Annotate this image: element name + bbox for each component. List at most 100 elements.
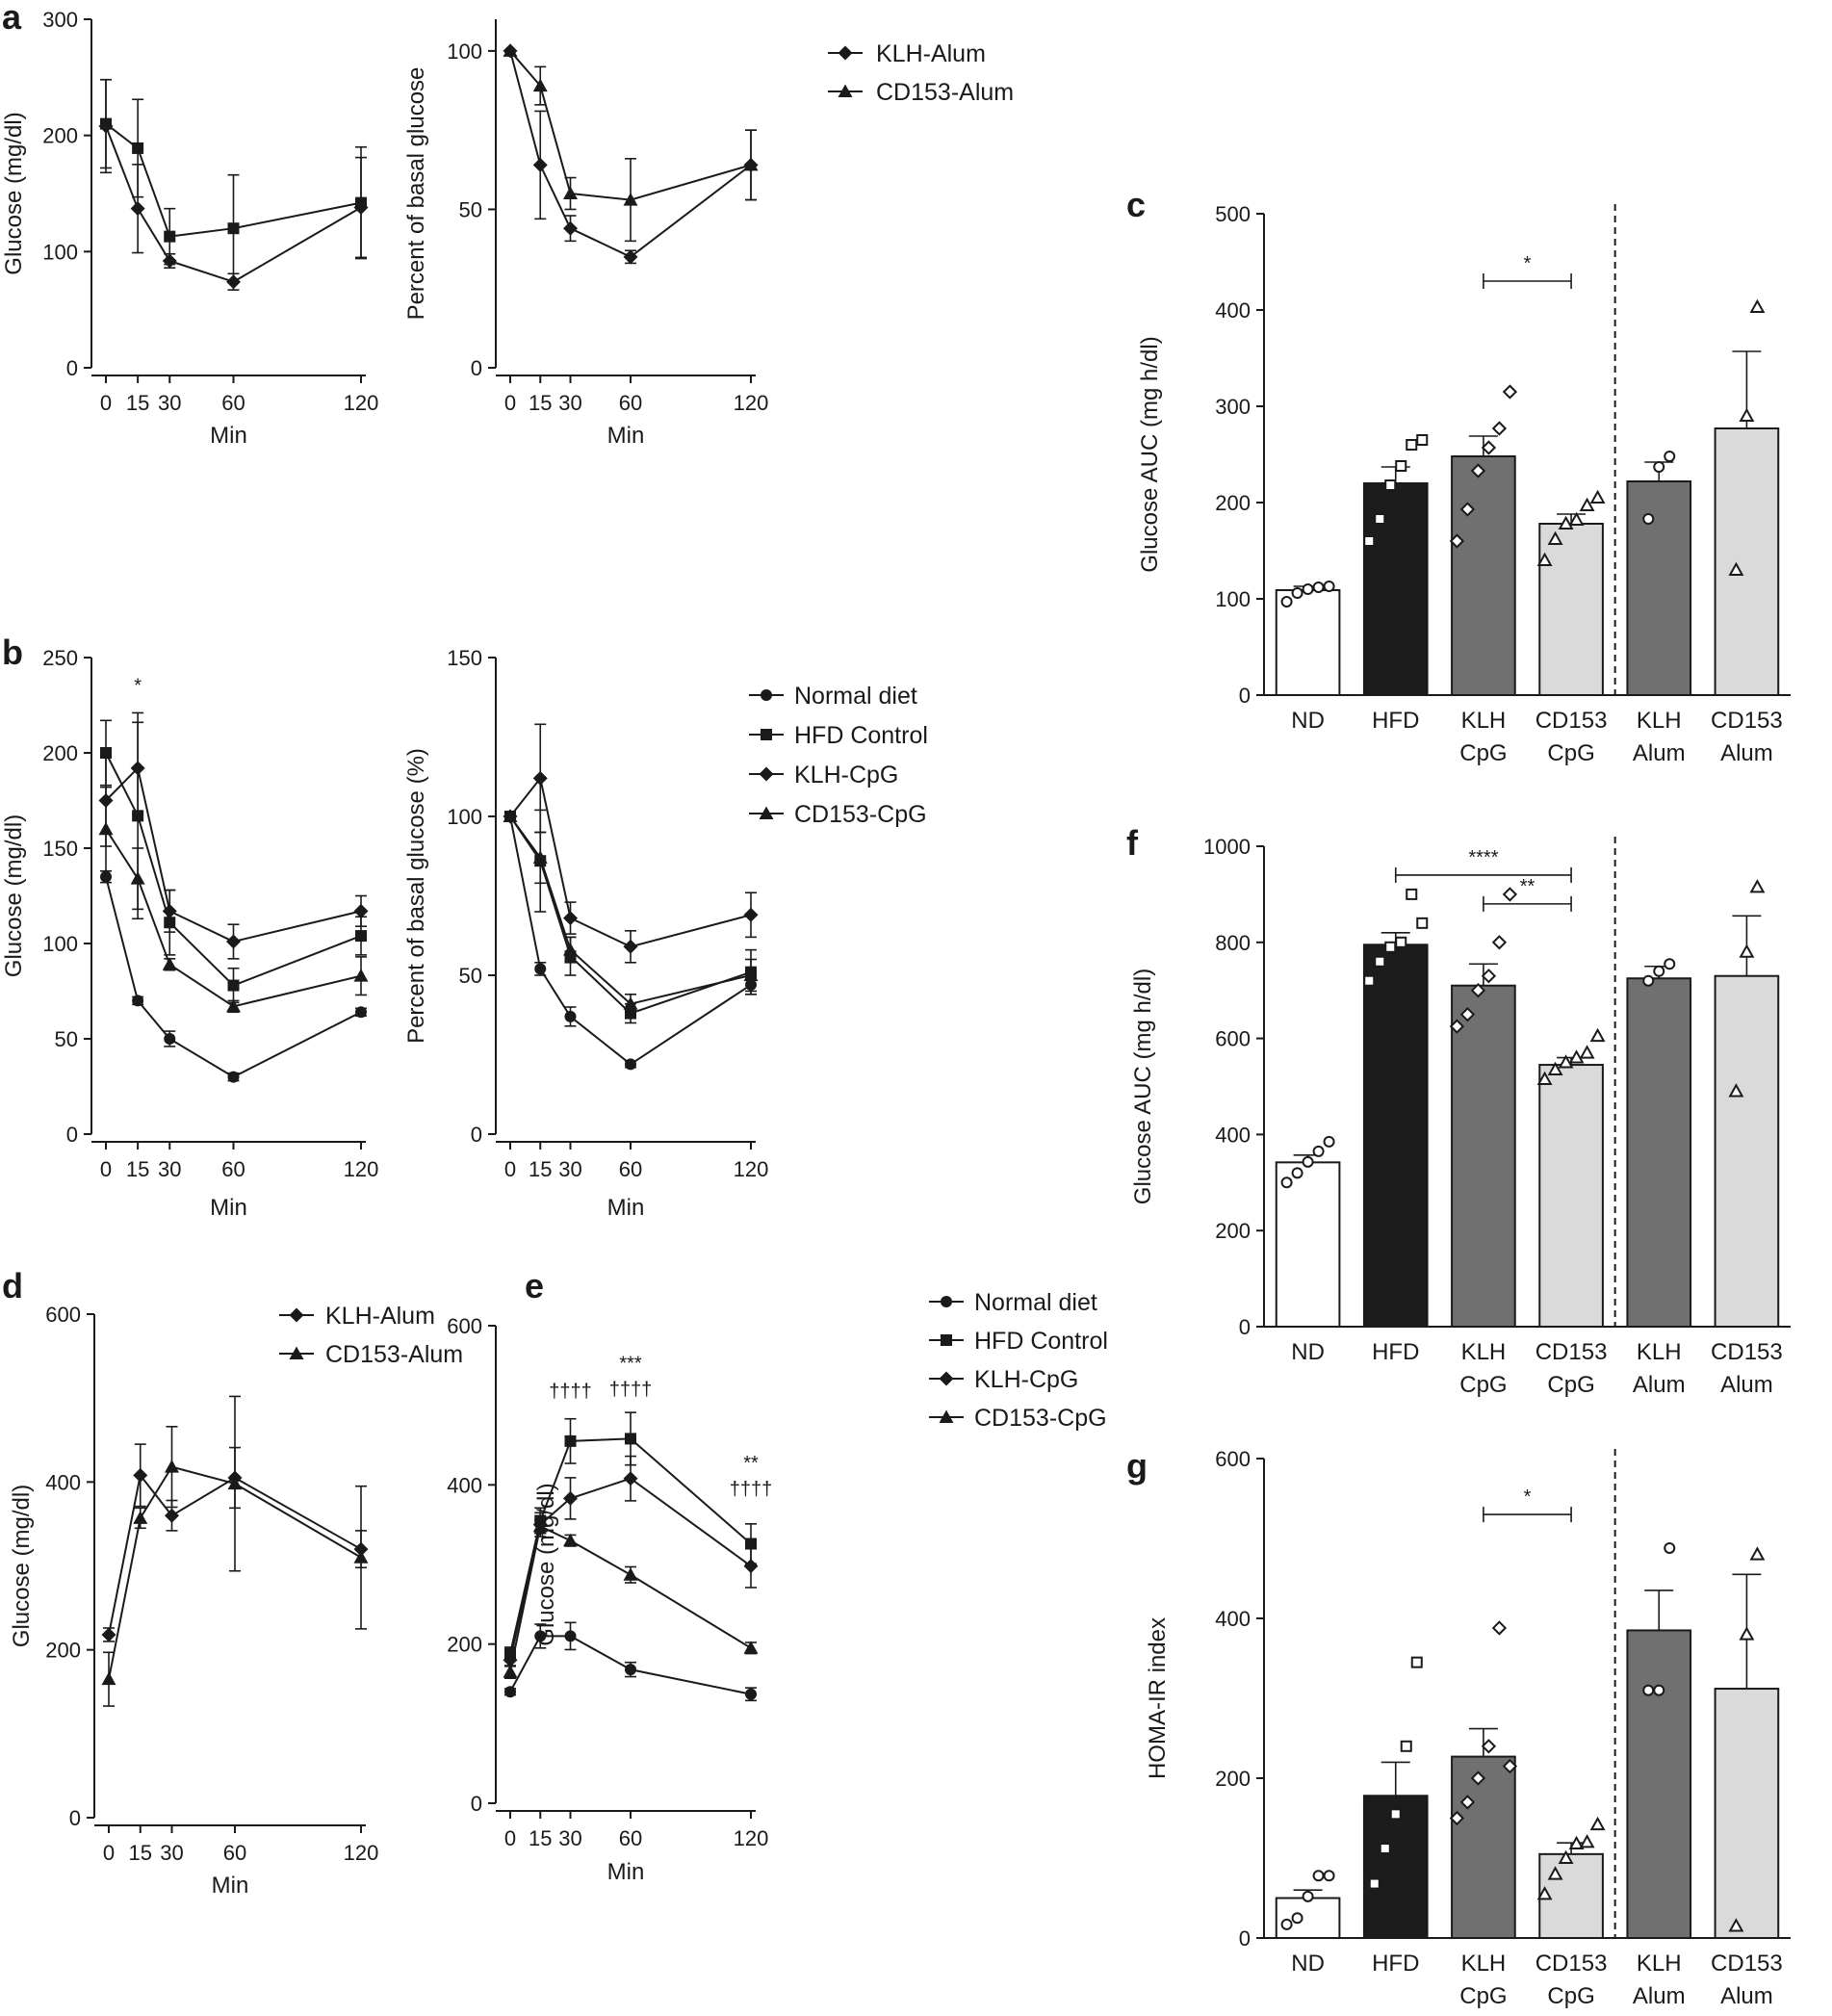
x-tick-label: 120: [344, 391, 379, 415]
scatter-point: [1470, 463, 1486, 478]
x-tick-label: 120: [344, 1841, 379, 1865]
data-point: [623, 1567, 638, 1581]
data-point: [743, 1559, 759, 1574]
x-axis-title: Min: [212, 1873, 249, 1899]
y-tick-label: 0: [66, 1123, 78, 1147]
scatter-point: [1642, 1684, 1655, 1696]
chart-b-right: 0 50 100 150 0 15 30 60 120 Min Percent of basal g…: [403, 646, 928, 1221]
scatter-point: [1739, 943, 1755, 958]
category-label: CpG: [1459, 1372, 1507, 1398]
x-tick-label: 15: [529, 1826, 552, 1850]
y-axis-title: HOMA-IR index: [1145, 1617, 1171, 1779]
y-tick-label: 200: [447, 1633, 482, 1657]
x-tick-label: 0: [504, 391, 516, 415]
category-label: KLH: [1461, 1951, 1507, 1977]
category-label: CpG: [1459, 1983, 1507, 2009]
x-tick-label: 15: [529, 1157, 552, 1181]
data-point: [503, 43, 518, 57]
data-point: [504, 1686, 516, 1698]
scatter-point: [1400, 1740, 1412, 1752]
x-tick-label: 60: [619, 391, 642, 415]
panel-letter-g: g: [1126, 1446, 1148, 1486]
scatter-point: [1502, 1758, 1518, 1774]
y-tick-label: 150: [447, 646, 482, 670]
scatter-point: [1653, 965, 1665, 977]
category-label: KLH: [1637, 708, 1682, 734]
scatter-point: [1547, 530, 1563, 545]
data-point: [226, 998, 241, 1013]
data-point: [623, 249, 638, 265]
y-tick-label: 0: [1239, 1926, 1251, 1951]
bar-0: [1275, 1897, 1341, 1939]
scatter-point: [1589, 1816, 1606, 1831]
chart-d: 0 200 400 600 0 15 30 60 120 Min Glucose (mg/dl) KL…: [9, 1303, 463, 1899]
x-tick-label: 30: [160, 1841, 183, 1865]
x-tick-label: 0: [100, 1157, 112, 1181]
scatter-point: [1653, 1684, 1665, 1696]
data-point: [563, 911, 578, 926]
category-label: Alum: [1720, 1372, 1773, 1398]
scatter-point: [1579, 497, 1595, 511]
scatter-point: [1395, 460, 1407, 472]
x-axis-title: Min: [210, 423, 247, 449]
data-point: [101, 1671, 116, 1686]
y-tick-label: 600: [447, 1314, 482, 1338]
y-tick-label: 600: [1215, 1027, 1251, 1051]
scatter-point: [1536, 1886, 1553, 1900]
y-tick-label: 0: [471, 1123, 482, 1147]
scatter-point: [1568, 511, 1585, 526]
data-point: [745, 1688, 757, 1700]
data-point: [100, 747, 112, 759]
sig-label: *: [1524, 253, 1532, 274]
annotation: ††††: [549, 1381, 592, 1402]
y-tick-label: 1000: [1203, 835, 1251, 859]
x-tick-label: 15: [126, 391, 149, 415]
y-tick-label: 500: [1215, 202, 1251, 226]
y-tick-label: 400: [1215, 298, 1251, 323]
y-tick-label: 800: [1215, 931, 1251, 955]
scatter-point: [1395, 936, 1407, 948]
data-point: [100, 117, 112, 130]
legend-marker: [939, 1409, 954, 1423]
scatter-point: [1568, 1049, 1585, 1064]
category-label: KLH: [1461, 1339, 1507, 1365]
panel-letter-f: f: [1126, 823, 1139, 863]
scatter-point: [1547, 1061, 1563, 1076]
category-label: CD153: [1711, 1339, 1783, 1365]
category-label: HFD: [1372, 708, 1419, 734]
data-point: [164, 1033, 176, 1045]
y-tick-label: 100: [42, 932, 78, 956]
y-tick-label: 0: [69, 1806, 81, 1830]
y-tick-label: 50: [459, 964, 482, 988]
x-tick-label: 0: [504, 1157, 516, 1181]
legend-marker: [759, 806, 774, 819]
scatter-point: [1384, 941, 1397, 953]
scatter-point: [1363, 974, 1376, 987]
data-point: [532, 78, 548, 92]
bar-0: [1275, 589, 1341, 696]
bar-5: [1714, 1688, 1780, 1940]
data-point: [503, 1665, 518, 1678]
x-axis-title: Min: [607, 423, 645, 449]
y-tick-label: 200: [42, 124, 78, 148]
legend-label: KLH-CpG: [794, 762, 898, 788]
data-point: [743, 1641, 759, 1654]
y-axis-title: Glucose (mg/dl): [1, 112, 27, 274]
scatter-point: [1302, 1155, 1314, 1168]
x-tick-label: 15: [529, 391, 552, 415]
data-point: [743, 968, 759, 981]
data-point: [162, 903, 177, 918]
scatter-point: [1291, 1912, 1303, 1925]
scatter-point: [1502, 384, 1518, 400]
data-point: [133, 1467, 148, 1483]
data-point: [563, 1490, 578, 1506]
category-label: ND: [1291, 1951, 1325, 1977]
y-tick-label: 0: [471, 1792, 482, 1816]
y-axis-title: Percent of basal glucose (%): [403, 748, 429, 1044]
category-label: Alum: [1633, 1372, 1686, 1398]
scatter-point: [1312, 582, 1325, 593]
chart-a-right: 0 50 100 0 15 30 60 120 Min Percent of basal gluc…: [403, 19, 1014, 449]
chart-e: 0 200 400 600 0 15 30 60 120 Min Glucose (mg/dl) No…: [447, 1289, 1108, 1885]
x-tick-label: 0: [103, 1841, 115, 1865]
y-tick-label: 150: [42, 837, 78, 861]
